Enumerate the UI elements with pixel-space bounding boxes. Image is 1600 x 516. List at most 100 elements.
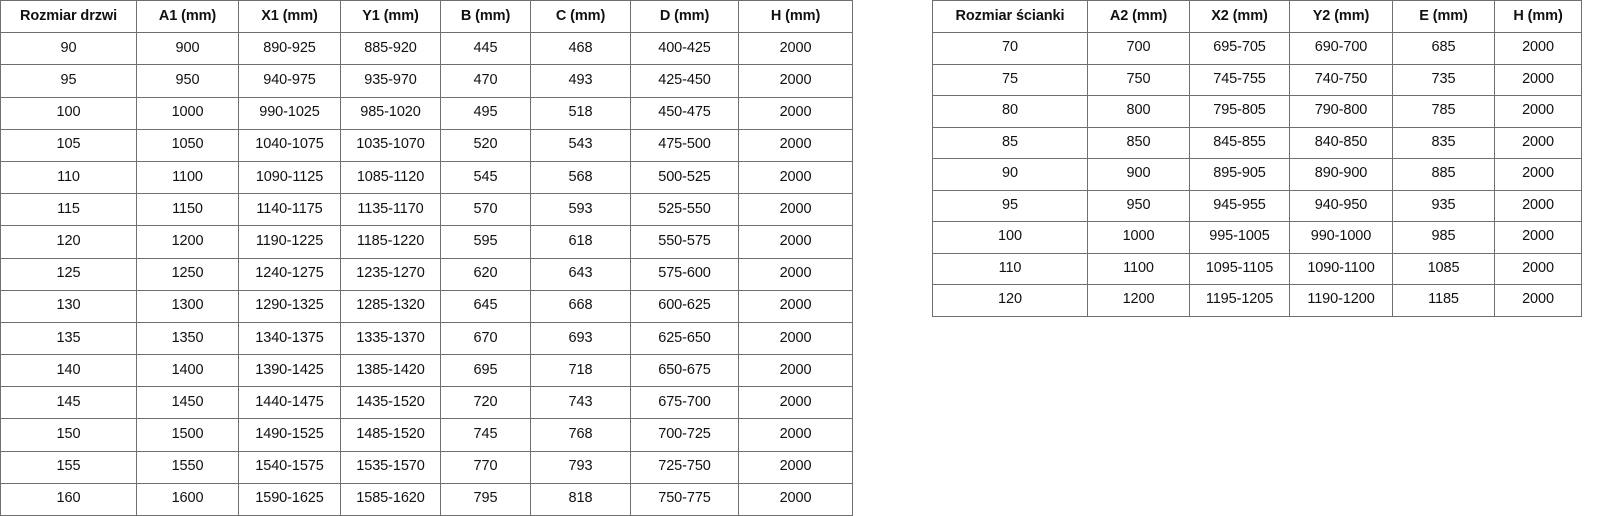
walls-cell-r0-c0: 70 <box>932 32 1088 65</box>
walls-cell-r1-c4: 735 <box>1392 63 1495 96</box>
doors-cell-r11-c0: 145 <box>0 386 137 420</box>
doors-cell-r12-c5: 768 <box>530 418 631 452</box>
doors-cell-r6-c6: 550-575 <box>630 225 739 259</box>
doors-cell-r1-c2: 940-975 <box>238 64 341 98</box>
walls-cell-r0-c3: 690-700 <box>1289 32 1393 65</box>
table-row: 160 1600 1590-1625 1585-1620 795 818 750-775 20… <box>0 482 853 516</box>
doors-cell-r10-c4: 695 <box>440 354 531 388</box>
doors-cell-r2-c1: 1000 <box>136 96 239 130</box>
doors-cell-r11-c1: 1450 <box>136 386 239 420</box>
doors-cell-r9-c2: 1340-1375 <box>238 321 341 356</box>
walls-cell-r1-c5: 2000 <box>1494 63 1582 96</box>
walls-column-header-5: H (mm) <box>1494 0 1582 33</box>
walls-cell-r3-c4: 835 <box>1392 126 1495 159</box>
walls-cell-r5-c0: 95 <box>932 189 1088 222</box>
doors-cell-r9-c1: 1350 <box>136 321 239 356</box>
doors-cell-r1-c1: 950 <box>136 64 239 98</box>
walls-cell-r7-c0: 110 <box>932 252 1088 285</box>
table-row: 75 750 745-755 740-750 735 2000 <box>932 63 1582 96</box>
doors-cell-r13-c5: 793 <box>530 450 631 484</box>
doors-cell-r9-c6: 625-650 <box>630 321 739 356</box>
doors-cell-r2-c2: 990-1025 <box>238 96 341 130</box>
table-row: 120 1200 1195-1205 1190-1200 1185 2000 <box>932 284 1582 317</box>
doors-cell-r6-c4: 595 <box>440 225 531 259</box>
doors-cell-r0-c4: 445 <box>440 32 531 66</box>
table-row: 90 900 895-905 890-900 885 2000 <box>932 158 1582 191</box>
doors-cell-r5-c2: 1140-1175 <box>238 193 341 227</box>
walls-cell-r6-c2: 995-1005 <box>1189 221 1290 254</box>
walls-cell-r2-c0: 80 <box>932 95 1088 128</box>
doors-cell-r4-c4: 545 <box>440 160 531 195</box>
walls-cell-r3-c1: 850 <box>1087 126 1190 159</box>
doors-column-header-3: Y1 (mm) <box>340 0 441 34</box>
walls-cell-r1-c1: 750 <box>1087 63 1190 96</box>
doors-cell-r14-c4: 795 <box>440 482 531 516</box>
doors-cell-r7-c3: 1235-1270 <box>340 257 441 291</box>
doors-cell-r7-c4: 620 <box>440 257 531 291</box>
doors-cell-r12-c6: 700-725 <box>630 418 739 452</box>
walls-cell-r2-c1: 800 <box>1087 95 1190 128</box>
doors-cell-r11-c2: 1440-1475 <box>238 386 341 420</box>
doors-column-header-0: Rozmiar drzwi <box>0 0 137 34</box>
doors-cell-r7-c7: 2000 <box>738 257 853 291</box>
table-row: 120 1200 1190-1225 1185-1220 595 618 550-575 20… <box>0 225 853 259</box>
doors-cell-r3-c4: 520 <box>440 128 531 162</box>
doors-cell-r12-c1: 1500 <box>136 418 239 452</box>
walls-cell-r5-c2: 945-955 <box>1189 189 1290 222</box>
walls-cell-r4-c4: 885 <box>1392 158 1495 191</box>
doors-cell-r7-c5: 643 <box>530 257 631 291</box>
doors-table-head: Rozmiar drzwi A1 (mm) X1 (mm) Y1 (mm) B (mm)… <box>0 0 853 34</box>
doors-cell-r5-c6: 525-550 <box>630 193 739 227</box>
doors-cell-r7-c2: 1240-1275 <box>238 257 341 291</box>
doors-cell-r10-c0: 140 <box>0 354 137 388</box>
doors-cell-r2-c0: 100 <box>0 96 137 130</box>
doors-cell-r7-c1: 1250 <box>136 257 239 291</box>
walls-column-header-2: X2 (mm) <box>1189 0 1290 33</box>
doors-cell-r9-c3: 1335-1370 <box>340 321 441 356</box>
table-row: 85 850 845-855 840-850 835 2000 <box>932 126 1582 159</box>
doors-cell-r13-c3: 1535-1570 <box>340 450 441 484</box>
walls-cell-r1-c2: 745-755 <box>1189 63 1290 96</box>
doors-cell-r11-c3: 1435-1520 <box>340 386 441 420</box>
table-row: 100 1000 995-1005 990-1000 985 2000 <box>932 221 1582 254</box>
doors-cell-r9-c4: 670 <box>440 321 531 356</box>
walls-cell-r0-c1: 700 <box>1087 32 1190 65</box>
doors-cell-r5-c4: 570 <box>440 193 531 227</box>
doors-cell-r14-c3: 1585-1620 <box>340 482 441 516</box>
doors-cell-r3-c1: 1050 <box>136 128 239 162</box>
walls-header-row: Rozmiar ścianki A2 (mm) X2 (mm) Y2 (mm) E (m… <box>932 0 1582 33</box>
doors-cell-r5-c7: 2000 <box>738 193 853 227</box>
doors-cell-r12-c7: 2000 <box>738 418 853 452</box>
doors-cell-r11-c6: 675-700 <box>630 386 739 420</box>
walls-cell-r8-c1: 1200 <box>1087 284 1190 317</box>
doors-cell-r6-c0: 120 <box>0 225 137 259</box>
doors-cell-r2-c7: 2000 <box>738 96 853 130</box>
walls-table-body: 70 700 695-705 690-700 685 2000 75 750 745-755 74… <box>932 32 1582 317</box>
walls-cell-r2-c4: 785 <box>1392 95 1495 128</box>
doors-cell-r2-c5: 518 <box>530 96 631 130</box>
doors-cell-r10-c3: 1385-1420 <box>340 354 441 388</box>
doors-cell-r4-c5: 568 <box>530 160 631 195</box>
doors-cell-r10-c7: 2000 <box>738 354 853 388</box>
doors-cell-r3-c3: 1035-1070 <box>340 128 441 162</box>
doors-cell-r1-c4: 470 <box>440 64 531 98</box>
table-row: 145 1450 1440-1475 1435-1520 720 743 675-700 20… <box>0 386 853 420</box>
walls-cell-r2-c3: 790-800 <box>1289 95 1393 128</box>
walls-column-header-0: Rozmiar ścianki <box>932 0 1088 33</box>
walls-cell-r7-c5: 2000 <box>1494 252 1582 285</box>
doors-cell-r13-c6: 725-750 <box>630 450 739 484</box>
doors-cell-r0-c3: 885-920 <box>340 32 441 66</box>
walls-cell-r3-c2: 845-855 <box>1189 126 1290 159</box>
doors-cell-r4-c0: 110 <box>0 160 137 195</box>
doors-cell-r5-c5: 593 <box>530 193 631 227</box>
walls-cell-r1-c0: 75 <box>932 63 1088 96</box>
doors-cell-r9-c5: 693 <box>530 321 631 356</box>
table-row: 80 800 795-805 790-800 785 2000 <box>932 95 1582 128</box>
walls-cell-r3-c3: 840-850 <box>1289 126 1393 159</box>
table-row: 110 1100 1095-1105 1090-1100 1085 2000 <box>932 252 1582 285</box>
table-row: 150 1500 1490-1525 1485-1520 745 768 700-725 20… <box>0 418 853 452</box>
walls-cell-r4-c5: 2000 <box>1494 158 1582 191</box>
table-row: 135 1350 1340-1375 1335-1370 670 693 625-650 20… <box>0 321 853 356</box>
walls-cell-r5-c4: 935 <box>1392 189 1495 222</box>
